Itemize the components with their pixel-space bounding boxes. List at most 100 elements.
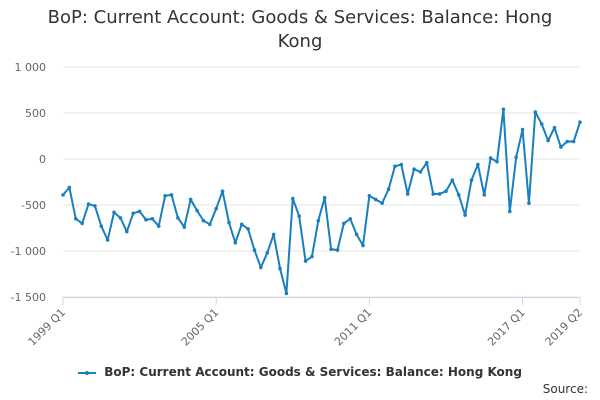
data-point[interactable] — [67, 185, 72, 190]
data-point[interactable] — [425, 160, 429, 165]
data-point[interactable] — [456, 193, 461, 197]
y-tick-label: 500 — [25, 107, 46, 120]
data-point[interactable] — [373, 197, 378, 202]
data-point[interactable] — [265, 251, 270, 255]
x-tick-label: 1999 Q1 — [26, 306, 69, 349]
data-point[interactable] — [271, 232, 276, 237]
data-point[interactable] — [527, 201, 531, 205]
data-point[interactable] — [73, 217, 78, 221]
data-point[interactable] — [61, 193, 65, 197]
grid-layer — [63, 66, 580, 298]
data-point[interactable] — [93, 204, 97, 208]
series-layer — [61, 107, 582, 296]
data-point[interactable] — [137, 209, 142, 214]
data-point[interactable] — [156, 224, 161, 228]
data-point[interactable] — [488, 156, 493, 160]
data-point[interactable] — [99, 224, 104, 228]
data-point[interactable] — [361, 243, 365, 248]
data-point[interactable] — [539, 122, 544, 126]
data-point[interactable] — [399, 162, 404, 167]
series-line[interactable] — [62, 108, 581, 295]
data-point[interactable] — [520, 127, 525, 132]
data-point[interactable] — [176, 216, 180, 220]
data-point[interactable] — [437, 192, 442, 196]
data-point[interactable] — [495, 159, 499, 164]
data-point[interactable] — [297, 214, 301, 218]
x-tick-label: 2005 Q1 — [179, 306, 222, 349]
data-point[interactable] — [367, 194, 372, 198]
data-point[interactable] — [169, 193, 174, 197]
data-point[interactable] — [348, 217, 353, 221]
data-point[interactable] — [533, 110, 538, 114]
data-point[interactable] — [386, 187, 391, 192]
data-point[interactable] — [552, 125, 557, 130]
data-point[interactable] — [354, 232, 359, 237]
data-point[interactable] — [431, 192, 436, 196]
data-point[interactable] — [501, 107, 506, 112]
data-point[interactable] — [150, 217, 155, 221]
data-point[interactable] — [565, 139, 570, 144]
data-point[interactable] — [86, 202, 91, 206]
data-point[interactable] — [476, 162, 480, 167]
data-point[interactable] — [80, 221, 84, 226]
data-point[interactable] — [559, 145, 563, 149]
data-point[interactable] — [546, 138, 550, 143]
data-point[interactable] — [105, 238, 110, 242]
x-tick-label: 2017 Q1 — [485, 306, 528, 349]
data-point[interactable] — [233, 240, 238, 245]
data-point[interactable] — [259, 265, 263, 270]
legend-label: BoP: Current Account: Goods & Services: … — [104, 365, 522, 379]
y-tick-label: -1 500 — [11, 291, 46, 304]
data-point[interactable] — [118, 216, 123, 220]
data-point[interactable] — [322, 195, 327, 200]
x-tick-label: 2019 Q2 — [543, 306, 586, 349]
data-point[interactable] — [393, 164, 397, 169]
data-point[interactable] — [405, 192, 410, 196]
data-point[interactable] — [507, 209, 512, 214]
data-point[interactable] — [342, 221, 346, 226]
data-point[interactable] — [246, 227, 250, 231]
data-point[interactable] — [303, 259, 308, 263]
data-point[interactable] — [163, 194, 167, 198]
data-point[interactable] — [182, 225, 187, 229]
legend[interactable]: BoP: Current Account: Goods & Services: … — [0, 365, 600, 379]
data-point[interactable] — [310, 254, 314, 259]
legend-line-marker-icon — [78, 368, 97, 378]
data-point[interactable] — [252, 248, 257, 252]
data-point[interactable] — [227, 220, 231, 225]
data-point[interactable] — [418, 170, 423, 174]
data-point[interactable] — [144, 217, 148, 222]
data-point[interactable] — [278, 266, 282, 271]
data-point[interactable] — [195, 208, 199, 213]
data-point[interactable] — [380, 201, 384, 205]
data-point[interactable] — [125, 229, 129, 234]
x-tick-label: 2011 Q1 — [332, 306, 375, 349]
data-point[interactable] — [214, 206, 218, 211]
y-tick-label: -500 — [21, 199, 46, 212]
data-point[interactable] — [131, 211, 136, 216]
data-point[interactable] — [220, 189, 225, 193]
data-point[interactable] — [316, 218, 321, 223]
data-point[interactable] — [450, 178, 455, 182]
data-point[interactable] — [578, 120, 582, 124]
data-point[interactable] — [335, 248, 340, 252]
y-tick-label: 1 000 — [15, 61, 47, 74]
source-credit[interactable]: Source: — [542, 382, 588, 396]
data-point[interactable] — [463, 213, 467, 217]
data-point[interactable] — [571, 139, 576, 144]
data-point[interactable] — [290, 196, 295, 201]
data-point[interactable] — [239, 222, 244, 227]
data-point[interactable] — [514, 155, 518, 159]
data-point[interactable] — [469, 178, 474, 182]
data-point[interactable] — [112, 210, 116, 215]
data-point[interactable] — [329, 247, 333, 251]
data-point[interactable] — [482, 193, 487, 197]
data-point[interactable] — [208, 222, 212, 227]
data-point[interactable] — [201, 218, 206, 223]
data-point[interactable] — [284, 291, 289, 296]
data-point[interactable] — [444, 189, 448, 193]
chart-title: BoP: Current Account: Goods & Services: … — [47, 7, 553, 52]
data-point[interactable] — [188, 197, 193, 202]
data-point[interactable] — [412, 167, 416, 171]
